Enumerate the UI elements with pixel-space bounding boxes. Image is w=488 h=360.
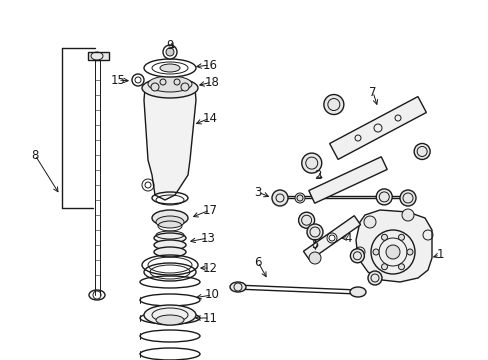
Ellipse shape: [154, 247, 185, 257]
Circle shape: [151, 83, 159, 91]
Text: 10: 10: [204, 288, 219, 302]
Circle shape: [326, 233, 336, 243]
Circle shape: [406, 249, 412, 255]
Circle shape: [372, 249, 378, 255]
Circle shape: [308, 252, 320, 264]
Polygon shape: [308, 157, 386, 203]
Circle shape: [401, 209, 413, 221]
Text: 8: 8: [31, 149, 39, 162]
Ellipse shape: [154, 233, 185, 243]
Ellipse shape: [349, 287, 365, 297]
Circle shape: [271, 190, 287, 206]
Polygon shape: [143, 85, 196, 200]
Ellipse shape: [156, 315, 183, 325]
Ellipse shape: [152, 210, 187, 226]
Circle shape: [381, 234, 386, 240]
Circle shape: [294, 193, 305, 203]
Circle shape: [298, 212, 314, 228]
Circle shape: [132, 74, 143, 86]
Text: 5: 5: [311, 239, 318, 252]
Polygon shape: [303, 216, 360, 260]
Text: 16: 16: [202, 59, 217, 72]
Text: 11: 11: [202, 311, 217, 324]
Text: 2: 2: [314, 168, 321, 181]
Ellipse shape: [156, 216, 183, 228]
Circle shape: [381, 264, 386, 270]
Circle shape: [375, 189, 391, 205]
Ellipse shape: [229, 282, 245, 292]
Text: 6: 6: [254, 256, 261, 269]
Circle shape: [163, 45, 177, 59]
Ellipse shape: [154, 240, 185, 250]
Polygon shape: [355, 210, 431, 282]
Ellipse shape: [148, 76, 192, 92]
Circle shape: [181, 83, 189, 91]
Text: 12: 12: [202, 261, 217, 275]
Text: 1: 1: [435, 248, 443, 261]
Circle shape: [301, 153, 321, 173]
Polygon shape: [88, 52, 109, 60]
Circle shape: [323, 95, 343, 114]
Text: 17: 17: [202, 203, 217, 216]
Circle shape: [363, 216, 375, 228]
Text: 14: 14: [202, 112, 217, 125]
Circle shape: [306, 224, 323, 240]
Text: 7: 7: [368, 86, 376, 99]
Text: 13: 13: [200, 231, 215, 244]
Circle shape: [398, 264, 404, 270]
Ellipse shape: [142, 78, 198, 98]
Ellipse shape: [143, 59, 196, 77]
Text: 18: 18: [204, 76, 219, 89]
Circle shape: [385, 245, 399, 259]
Text: 15: 15: [110, 73, 125, 86]
Circle shape: [350, 249, 364, 263]
Ellipse shape: [160, 64, 180, 72]
Circle shape: [367, 271, 381, 285]
Circle shape: [399, 190, 415, 206]
Text: 4: 4: [344, 231, 351, 244]
Text: 3: 3: [254, 185, 261, 198]
Circle shape: [398, 234, 404, 240]
Text: 9: 9: [166, 39, 173, 51]
Circle shape: [413, 144, 429, 159]
Ellipse shape: [143, 305, 196, 325]
Circle shape: [165, 48, 174, 56]
Polygon shape: [329, 96, 426, 159]
